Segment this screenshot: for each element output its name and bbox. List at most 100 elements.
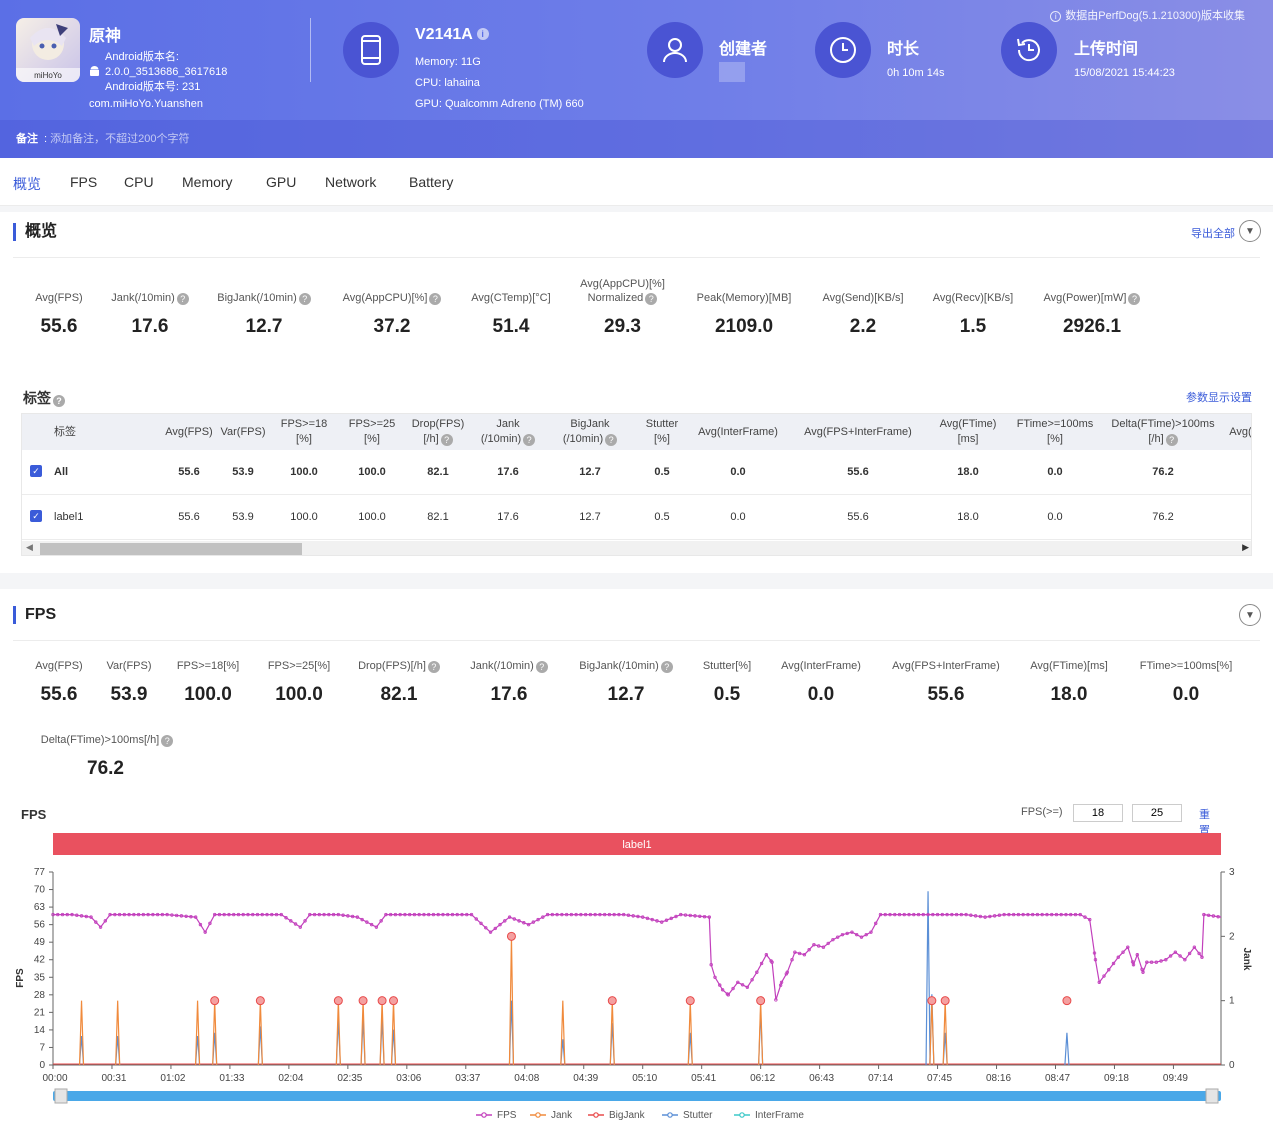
help-icon[interactable]: ? xyxy=(429,293,442,305)
fps-point xyxy=(878,912,883,917)
app-package: com.miHoYo.Yuanshen xyxy=(89,98,203,110)
help-icon[interactable]: ? xyxy=(161,735,174,747)
fps-point xyxy=(679,912,683,917)
fps-point xyxy=(407,912,412,917)
fps-point xyxy=(522,921,526,925)
fps-point xyxy=(1040,912,1044,917)
fps-point xyxy=(883,912,887,917)
chevron-down-icon: ▼ xyxy=(1245,609,1255,621)
fps-point xyxy=(331,912,336,917)
table-row[interactable]: ✓ All 55.6 53.9 100.0 100.0 82.1 17.6 12.7 0.5 0… xyxy=(22,450,1251,495)
scroll-left-icon[interactable]: ◀ xyxy=(26,542,33,552)
fps-point xyxy=(1092,951,1097,955)
fps-point xyxy=(1187,951,1192,956)
metric-bigjank: BigJank(/10min)? 12.7 xyxy=(208,291,320,338)
tab-memory[interactable]: Memory xyxy=(182,174,233,190)
row-checkbox[interactable]: ✓ xyxy=(30,510,42,522)
help-icon[interactable]: ? xyxy=(427,661,440,673)
fps-point xyxy=(1049,912,1054,917)
y-tick-label: 21 xyxy=(34,1007,46,1018)
fps-point xyxy=(1007,912,1011,917)
help-icon[interactable]: ? xyxy=(1128,293,1141,305)
fps-point xyxy=(136,912,141,917)
fps-point xyxy=(355,915,360,919)
help-icon[interactable]: ? xyxy=(440,434,453,446)
help-icon[interactable]: ? xyxy=(605,434,618,446)
range-slider-handle-right[interactable] xyxy=(1205,1088,1219,1104)
svg-text:miHoYo: miHoYo xyxy=(34,71,62,80)
fps-point xyxy=(108,912,112,917)
y2-tick-label: 2 xyxy=(1229,931,1235,942)
fps-point xyxy=(1211,914,1216,918)
x-tick-label: 05:41 xyxy=(691,1073,716,1084)
fps-point xyxy=(569,912,574,917)
info-icon[interactable]: i xyxy=(476,28,489,40)
table-header-cell: Drop(FPS) [/h]? xyxy=(411,418,465,446)
y-tick-label: 42 xyxy=(34,955,46,966)
table-row[interactable]: ✓ label1 55.6 53.9 100.0 100.0 82.1 17.6 12.7 0… xyxy=(22,495,1251,540)
section-gap xyxy=(0,573,1273,589)
help-icon[interactable]: ? xyxy=(1165,434,1178,446)
collapse-overview-button[interactable]: ▼ xyxy=(1239,220,1261,242)
fps-point xyxy=(460,912,464,917)
label-band-text: label1 xyxy=(622,839,651,851)
fps-threshold-input-2[interactable] xyxy=(1132,804,1182,822)
y2-axis-label: Jank xyxy=(1241,948,1252,971)
tab-battery[interactable]: Battery xyxy=(409,174,454,190)
table-cell: 76.2 xyxy=(1152,466,1174,478)
fps-point xyxy=(1035,912,1040,917)
fps-point xyxy=(1149,960,1154,964)
fps-threshold-input-1[interactable] xyxy=(1073,804,1123,822)
param-settings-link[interactable]: 参数显示设置 xyxy=(1186,392,1252,404)
tab-cpu[interactable]: CPU xyxy=(124,174,154,190)
fps-point xyxy=(859,935,864,939)
fps-point xyxy=(641,915,645,919)
fps-point xyxy=(940,912,945,917)
tab-overview[interactable]: 概览 xyxy=(13,176,41,192)
tab-gpu[interactable]: GPU xyxy=(266,174,297,190)
y2-tick-label: 1 xyxy=(1229,996,1235,1007)
remark-input[interactable]: 添加备注，不超过200个字符 xyxy=(50,133,190,145)
tab-network[interactable]: Network xyxy=(325,174,377,190)
y-tick-label: 28 xyxy=(34,990,46,1001)
help-icon[interactable]: ? xyxy=(660,661,673,673)
fps-point xyxy=(212,912,217,917)
fps-point xyxy=(1107,968,1111,972)
fps-point xyxy=(241,912,245,917)
help-icon[interactable]: ? xyxy=(53,395,65,407)
remark-bar[interactable]: 备注: 添加备注，不超过200个字符 xyxy=(0,120,1273,158)
horizontal-scrollbar[interactable]: ◀ ▶ xyxy=(22,541,1251,555)
range-slider-handle-left[interactable] xyxy=(54,1088,68,1104)
help-icon[interactable]: ? xyxy=(298,293,311,305)
fps-point xyxy=(260,912,264,917)
fps-point xyxy=(1192,945,1197,949)
table-cell: 100.0 xyxy=(290,511,318,523)
x-tick-label: 04:08 xyxy=(514,1073,539,1084)
x-tick-label: 07:14 xyxy=(868,1073,893,1084)
collapse-fps-button[interactable]: ▼ xyxy=(1239,604,1261,626)
y2-tick-label: 0 xyxy=(1229,1060,1235,1071)
help-icon[interactable]: ? xyxy=(523,434,536,446)
fps-point xyxy=(369,922,374,927)
fps-point xyxy=(403,912,407,917)
export-all-link[interactable]: 导出全部 xyxy=(1191,228,1235,240)
help-icon[interactable]: ? xyxy=(176,293,189,305)
help-icon[interactable]: ? xyxy=(535,661,548,673)
fps-point xyxy=(293,922,298,926)
fps-point xyxy=(579,912,583,917)
tab-fps[interactable]: FPS xyxy=(70,174,98,190)
scroll-right-icon[interactable]: ▶ xyxy=(1242,542,1249,552)
row-checkbox[interactable]: ✓ xyxy=(30,465,42,477)
y-tick-label: 0 xyxy=(39,1060,45,1071)
report-header: miHoYo 原神 Android版本名: 2.0.0_3513686_3617… xyxy=(0,0,1273,158)
help-icon[interactable]: ? xyxy=(645,293,658,305)
scrollbar-thumb[interactable] xyxy=(40,543,302,555)
fps-chart[interactable]: label1 0 7 14 21 28 35 42 49 56 63 70 77 0 1 2 3 00:00 00:… xyxy=(0,826,1273,1125)
chevron-down-icon: ▼ xyxy=(1245,225,1255,237)
fps-point xyxy=(607,912,612,917)
x-tick-label: 04:39 xyxy=(573,1073,598,1084)
fps-point xyxy=(1073,912,1078,917)
metric-peak-memory: Peak(Memory)[MB] 2109.0 xyxy=(696,292,792,337)
reset-button[interactable]: 重置 xyxy=(1199,809,1210,837)
fps-point xyxy=(60,912,65,917)
